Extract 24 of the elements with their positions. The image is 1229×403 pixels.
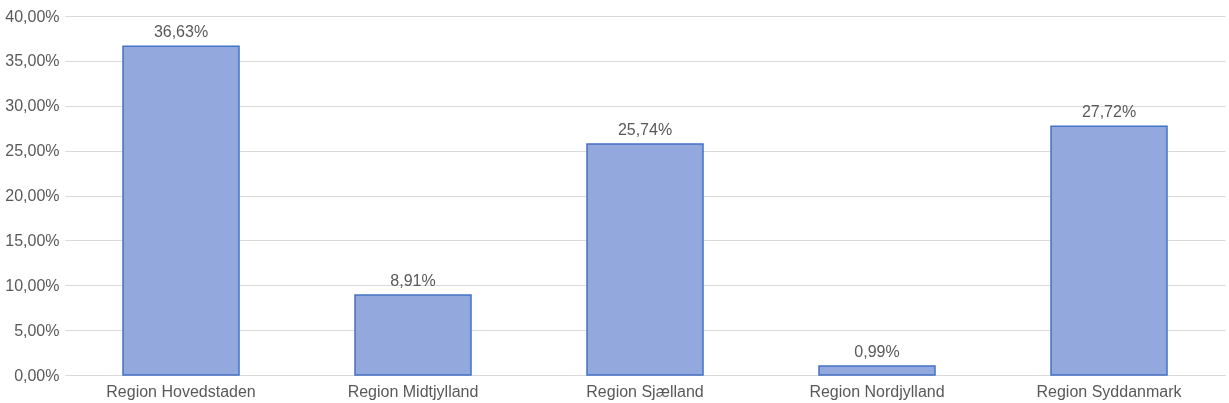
y-tick-label: 40,00%	[5, 7, 60, 25]
bar	[1050, 125, 1168, 376]
data-label: 36,63%	[153, 23, 209, 41]
bar	[586, 143, 704, 376]
data-label: 8,91%	[390, 272, 436, 290]
y-tick-label: 5,00%	[14, 321, 60, 339]
data-label: 0,99%	[854, 343, 900, 361]
y-tick-label: 30,00%	[5, 97, 60, 115]
bar	[122, 45, 240, 376]
y-tick-label: 0,00%	[14, 366, 60, 384]
y-tick-label: 25,00%	[5, 142, 60, 160]
x-tick-label: Region Hovedstaden	[106, 382, 256, 400]
y-tick-label: 15,00%	[5, 231, 60, 249]
bar	[354, 294, 472, 376]
bar	[818, 365, 936, 376]
data-label: 25,74%	[617, 120, 673, 138]
y-tick-label: 35,00%	[5, 52, 60, 70]
y-tick-label: 20,00%	[5, 187, 60, 204]
x-tick-label: Region Syddanmark	[1036, 382, 1183, 400]
x-tick-label: Region Midtjylland	[347, 382, 479, 400]
y-tick-label: 10,00%	[5, 276, 60, 294]
x-tick-label: Region Nordjylland	[809, 382, 945, 400]
data-label: 27,72%	[1081, 103, 1137, 121]
x-tick-label: Region Sjælland	[586, 382, 704, 400]
